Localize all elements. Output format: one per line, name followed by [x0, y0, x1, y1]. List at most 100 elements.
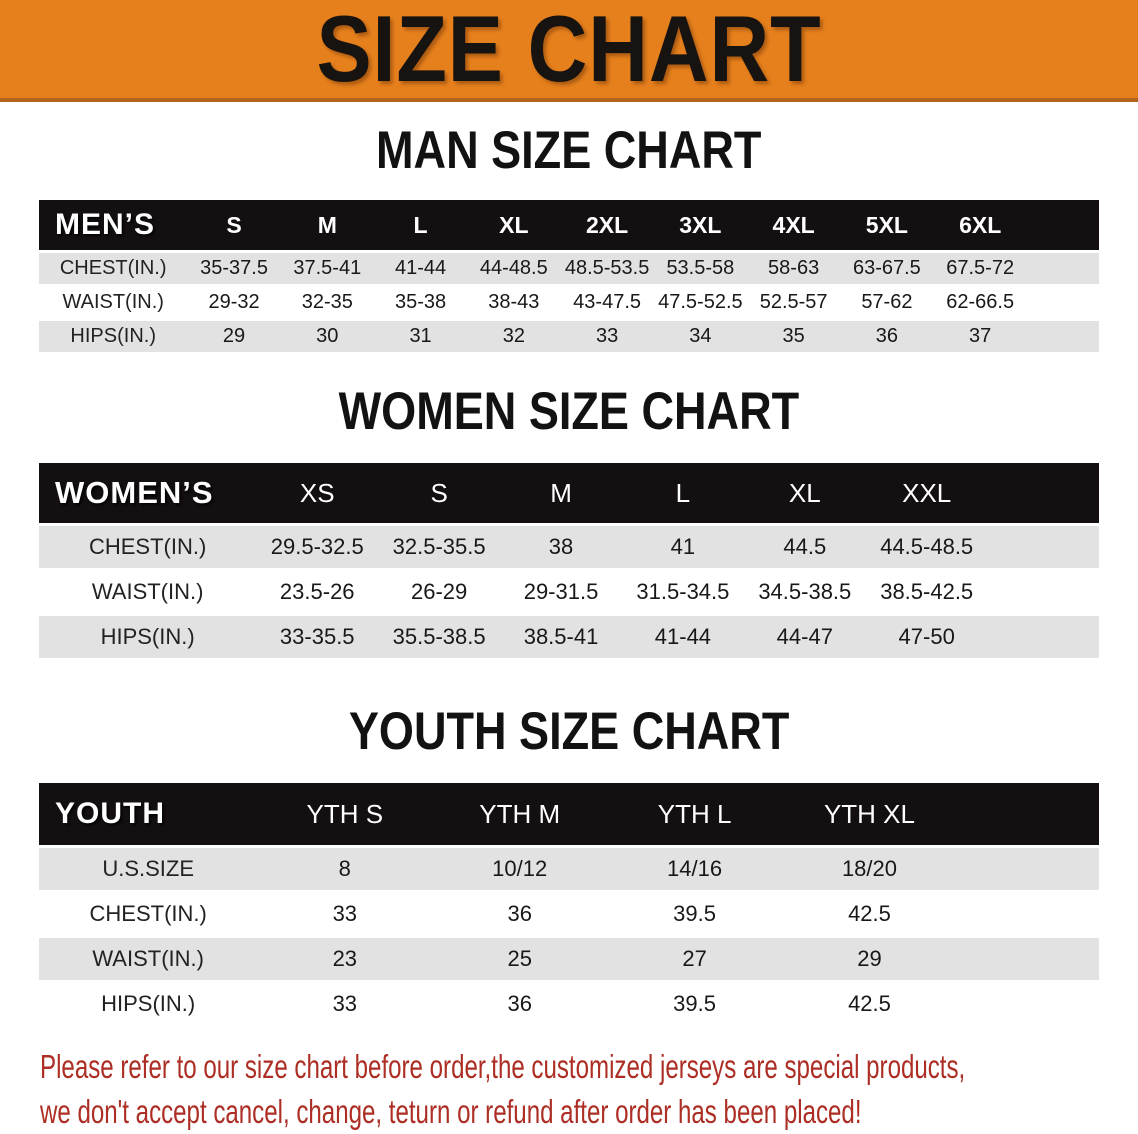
size-value-cell: 29.5-32.5 — [270, 534, 364, 559]
size-value-cell: 57-62 — [861, 291, 913, 313]
page-title: SIZE CHART — [282, 2, 856, 96]
size-value-cell: 44.5-48.5 — [880, 534, 974, 559]
size-column-header: YTH XL — [823, 798, 915, 829]
size-column-header: 2XL — [586, 211, 629, 238]
size-value-cell: 39.5 — [673, 991, 716, 1016]
spacer-cell — [988, 571, 1099, 613]
size-value-cell: 14/16 — [667, 856, 723, 881]
size-value-cell: 37 — [969, 325, 992, 347]
table-title-cell: WOMEN’S — [55, 475, 214, 510]
size-value-cell: 38 — [548, 534, 574, 559]
size-value-cell: 38.5-42.5 — [880, 579, 974, 604]
size-column-header: XL — [788, 477, 821, 508]
size-column-header: YTH S — [306, 798, 384, 829]
page-title-text: SIZE CHART — [316, 0, 822, 101]
spacer-cell — [957, 848, 1099, 890]
size-value-cell: 34.5-38.5 — [758, 579, 852, 604]
disclaimer-line-1: Please refer to our size chart before or… — [40, 1048, 966, 1085]
size-value-cell: 27 — [682, 946, 707, 971]
table-row: CHEST(IN.) 35-37.5 37.5-41 41-44 44-48.5 48.5… — [39, 253, 1099, 284]
row-label: CHEST(IN.) — [88, 534, 207, 559]
table-row: HIPS(IN.) 33 36 39.5 42.5 — [39, 983, 1099, 1025]
mens-size-table: MEN’S S M L XL 2XL 3XL 4XL 5XL 6XL CHEST(IN.) 35-3… — [39, 197, 1099, 355]
size-value-cell: 8 — [338, 856, 351, 881]
table-title-cell: YOUTH — [55, 797, 165, 830]
size-value-cell: 52.5-57 — [759, 291, 828, 313]
table-row: CHEST(IN.) 29.5-32.5 32.5-35.5 38 41 44.5 44.5… — [39, 526, 1099, 568]
size-value-cell: 36 — [507, 991, 532, 1016]
size-value-cell: 23 — [332, 946, 358, 971]
size-value-cell: 32.5-35.5 — [392, 534, 486, 559]
size-value-cell: 30 — [316, 325, 339, 347]
size-value-cell: 23.5-26 — [279, 579, 355, 604]
spacer-cell — [988, 526, 1099, 568]
size-value-cell: 43-47.5 — [573, 291, 642, 313]
row-label: HIPS(IN.) — [100, 624, 195, 649]
size-value-cell: 26-29 — [410, 579, 468, 604]
size-value-cell: 32 — [502, 325, 525, 347]
size-value-cell: 44.5 — [783, 534, 827, 559]
row-label: CHEST(IN.) — [59, 257, 167, 279]
womens-table-header-row: WOMEN’S XS S M L XL XXL — [39, 463, 1099, 523]
table-row: WAIST(IN.) 29-32 32-35 35-38 38-43 43-47.5 47.… — [39, 287, 1099, 318]
size-value-cell: 34 — [689, 325, 712, 347]
size-value-cell: 35.5-38.5 — [392, 624, 486, 649]
table-title-cell: MEN’S — [55, 208, 156, 241]
men-section-heading: MAN SIZE CHART — [0, 124, 1138, 177]
spacer-cell — [957, 938, 1099, 980]
youth-table-header-row: YOUTH YTH S YTH M YTH L YTH XL — [39, 783, 1099, 845]
section-women: WOMEN SIZE CHART WOMEN’S XS S M L XL XXL CHEST… — [0, 385, 1138, 661]
size-value-cell: 37.5-41 — [293, 257, 362, 279]
table-row: CHEST(IN.) 33 36 39.5 42.5 — [39, 893, 1099, 935]
spacer-cell — [957, 783, 1099, 845]
size-value-cell: 35-37.5 — [200, 257, 268, 279]
size-column-header: L — [675, 477, 691, 508]
size-column-header: L — [413, 211, 428, 238]
size-value-cell: 29 — [222, 325, 246, 347]
youth-section-heading-text: YOUTH SIZE CHART — [348, 702, 790, 761]
spacer-cell — [1027, 200, 1099, 250]
size-value-cell: 36 — [875, 325, 899, 347]
size-value-cell: 29-31.5 — [523, 579, 599, 604]
size-value-cell: 63-67.5 — [852, 257, 921, 279]
size-value-cell: 29 — [857, 946, 882, 971]
size-column-header: XXL — [902, 477, 952, 508]
row-label: HIPS(IN.) — [70, 325, 156, 347]
size-value-cell: 31.5-34.5 — [636, 579, 730, 604]
size-value-cell: 10/12 — [492, 856, 548, 881]
youth-section-heading: YOUTH SIZE CHART — [0, 705, 1138, 758]
size-column-header: 4XL — [772, 211, 815, 238]
spacer-cell — [1027, 321, 1099, 352]
youth-size-table: YOUTH YTH S YTH M YTH L YTH XL U.S.SIZE 8 10/1… — [39, 780, 1099, 1028]
table-row: WAIST(IN.) 23 25 27 29 — [39, 938, 1099, 980]
table-row: HIPS(IN.) 29 30 31 32 33 34 35 36 37 — [39, 321, 1099, 352]
section-youth: YOUTH SIZE CHART YOUTH YTH S YTH M YTH L YTH… — [0, 705, 1138, 1028]
table-row: HIPS(IN.) 33-35.5 35.5-38.5 38.5-41 41-44 44-… — [39, 616, 1099, 658]
size-column-header: XL — [499, 211, 529, 238]
size-value-cell: 38-43 — [488, 291, 540, 313]
size-value-cell: 53.5-58 — [666, 257, 735, 279]
spacer-cell — [957, 983, 1099, 1025]
size-value-cell: 42.5 — [848, 991, 891, 1016]
size-column-header: YTH M — [479, 798, 561, 829]
row-label: WAIST(IN.) — [62, 291, 164, 313]
spacer-cell — [988, 463, 1099, 523]
size-value-cell: 18/20 — [841, 856, 897, 881]
size-column-header: 6XL — [959, 211, 1002, 238]
size-value-cell: 39.5 — [673, 901, 716, 926]
size-column-header: XS — [299, 477, 335, 508]
table-row: WAIST(IN.) 23.5-26 26-29 29-31.5 31.5-34.5 34… — [39, 571, 1099, 613]
disclaimer-line-2: we don't accept cancel, change, teturn o… — [40, 1093, 862, 1130]
size-value-cell: 47-50 — [898, 624, 955, 649]
size-value-cell: 38.5-41 — [523, 624, 599, 649]
size-value-cell: 67.5-72 — [946, 257, 1015, 279]
row-label: WAIST(IN.) — [92, 946, 204, 971]
size-column-header: M — [317, 211, 337, 238]
size-value-cell: 62-66.5 — [946, 291, 1015, 313]
spacer-cell — [1027, 287, 1099, 318]
row-label: WAIST(IN.) — [91, 579, 204, 604]
size-value-cell: 48.5-53.5 — [564, 257, 650, 279]
size-value-cell: 35-38 — [394, 291, 447, 313]
size-column-header: M — [550, 477, 572, 508]
size-value-cell: 41-44 — [654, 624, 712, 649]
